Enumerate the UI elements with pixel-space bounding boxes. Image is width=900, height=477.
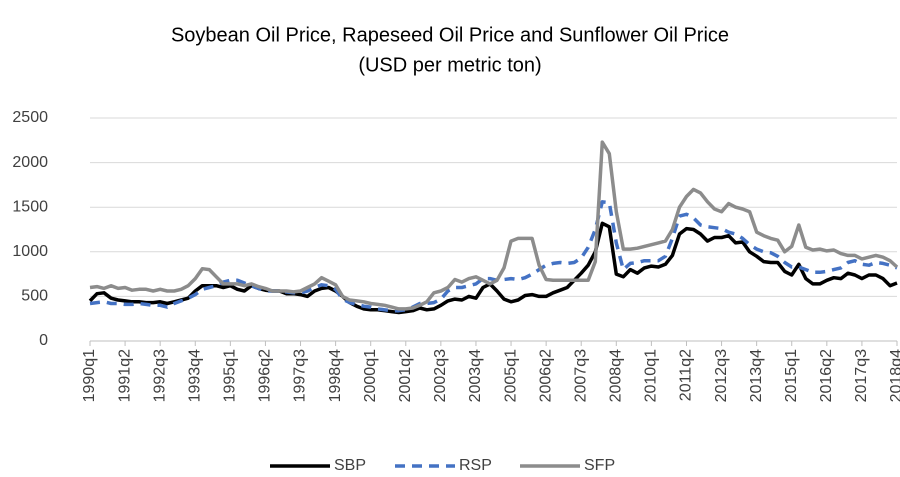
x-tick-label: 1997q3 <box>292 349 309 402</box>
legend-label: SBP <box>334 457 366 474</box>
x-tick-label: 1995q1 <box>222 349 239 402</box>
x-tick-label: 1996q2 <box>257 349 274 402</box>
x-tick-label: 2001q2 <box>397 349 414 402</box>
x-tick-label: 2012q3 <box>713 349 730 402</box>
y-tick-label: 1000 <box>12 243 48 260</box>
x-tick-label: 2010q1 <box>643 349 660 402</box>
chart-subtitle: (USD per metric ton) <box>358 54 541 76</box>
legend-label: SFP <box>584 457 615 474</box>
x-tick-label: 2011q2 <box>678 349 695 401</box>
x-tick-label: 2007q3 <box>572 349 589 402</box>
legend-label: RSP <box>459 457 492 474</box>
x-tick-label: 1991q2 <box>116 349 133 402</box>
x-tick-label: 2005q1 <box>502 349 519 402</box>
x-tick-label: 1998q4 <box>327 349 344 402</box>
x-tick-label: 2002q3 <box>432 349 449 402</box>
x-tick-label: 2003q4 <box>467 349 484 402</box>
y-tick-label: 1500 <box>12 198 48 215</box>
series-line <box>89 200 898 313</box>
x-tick-label: 1993q4 <box>186 349 203 402</box>
series-line <box>88 221 898 315</box>
x-tick-label: 2018q4 <box>888 349 900 402</box>
x-tick-label: 1992q3 <box>151 349 168 402</box>
y-tick-label: 500 <box>21 288 48 305</box>
y-tick-label: 0 <box>39 332 48 349</box>
x-tick-label: 2016q2 <box>818 349 835 402</box>
x-tick-label: 2013q4 <box>748 349 765 402</box>
x-tick-label: 2017q3 <box>853 349 870 402</box>
x-tick-label: 2015q1 <box>783 349 800 402</box>
x-tick-label: 2008q4 <box>608 349 625 402</box>
series-line <box>89 140 899 311</box>
y-tick-label: 2500 <box>12 109 48 126</box>
x-tick-label: 2000q1 <box>362 349 379 402</box>
y-tick-label: 2000 <box>12 154 48 171</box>
x-tick-label: 1990q1 <box>81 349 98 402</box>
chart-title: Soybean Oil Price, Rapeseed Oil Price an… <box>171 24 729 46</box>
x-tick-label: 2006q2 <box>537 349 554 402</box>
